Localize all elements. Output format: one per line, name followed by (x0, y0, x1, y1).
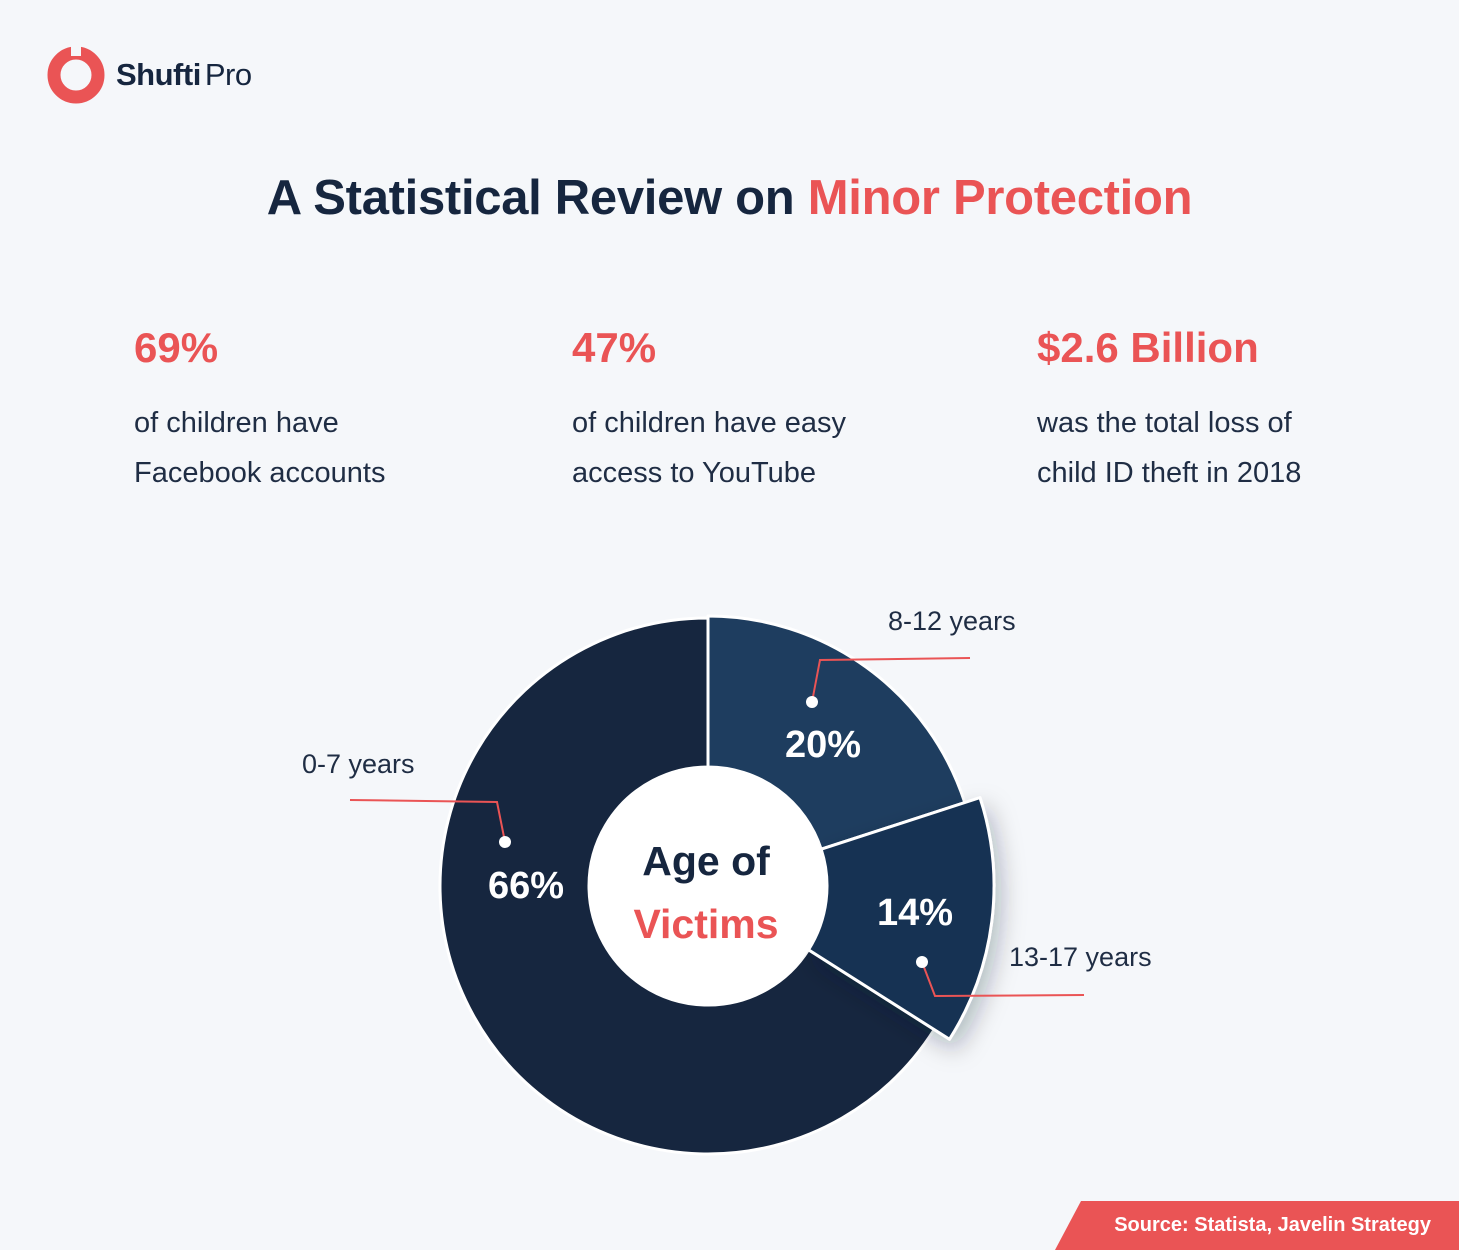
slice-value-label: 14% (877, 892, 953, 934)
stat-id-theft: $2.6 Billion was the total loss of child… (1037, 322, 1397, 498)
leader-line-0-7 (349, 799, 506, 843)
donut-center-hole (589, 767, 827, 1005)
title-accent: Minor Protection (807, 171, 1193, 225)
category-label: 13-17 years (1009, 942, 1152, 972)
stat-desc-line: access to YouTube (572, 457, 816, 489)
donut-slice-13-17-years (806, 796, 996, 1041)
brand-logo: Shufti Pro (46, 42, 252, 108)
leader-dot-0-7 (499, 836, 511, 848)
page-title: A Statistical Review on Minor Protection (0, 170, 1459, 226)
category-label: 0-7 years (302, 749, 415, 779)
stat-desc-line: Facebook accounts (134, 457, 386, 489)
stat-description: of children have easy access to YouTube (572, 398, 932, 498)
stat-youtube: 47% of children have easy access to YouT… (572, 322, 932, 498)
stat-desc-line: of children have easy (572, 407, 847, 439)
stat-value: $2.6 Billion (1037, 324, 1259, 371)
stat-desc-line: child ID theft in 2018 (1037, 457, 1302, 489)
leader-line-8-12 (811, 657, 971, 703)
stat-description: of children have Facebook accounts (134, 398, 494, 498)
leader-dot-13-17 (916, 956, 928, 968)
slice-value-label: 20% (785, 724, 861, 766)
stat-facebook: 69% of children have Facebook accounts (134, 322, 494, 498)
age-of-victims-donut-chart: Age of Victims 20% 14% 66% 8-12 years 13… (302, 606, 1152, 1156)
center-label-line2: Victims (633, 901, 778, 947)
category-label: 8-12 years (888, 606, 1016, 636)
leader-line-13-17 (921, 961, 1085, 998)
leader-dot-8-12 (806, 696, 818, 708)
stat-desc-line: was the total loss of (1037, 407, 1292, 439)
title-prefix: A Statistical Review on (266, 171, 795, 225)
stat-value: 47% (572, 324, 657, 371)
slice-value-label: 66% (488, 865, 564, 907)
stat-value: 69% (134, 324, 219, 371)
stat-desc-line: of children have (134, 407, 339, 439)
center-label-line1: Age of (642, 838, 770, 884)
source-banner: Source: Statista, Javelin Strategy (1055, 1201, 1459, 1250)
brand-name: Shufti Pro (116, 57, 252, 92)
shufti-logo-icon (47, 42, 105, 104)
donut-slice-8-12-years (706, 614, 967, 851)
stat-description: was the total loss of child ID theft in … (1037, 398, 1397, 498)
